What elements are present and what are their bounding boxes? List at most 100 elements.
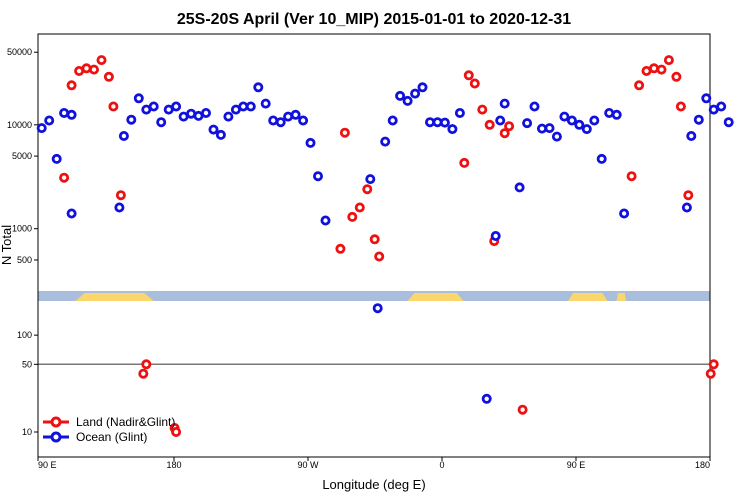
ocean-point — [312, 171, 323, 182]
ocean-point — [215, 129, 226, 140]
ocean-point — [298, 115, 309, 126]
ocean-point — [365, 174, 376, 185]
land-point — [362, 184, 373, 195]
ocean-point — [686, 130, 697, 141]
ocean-point — [44, 115, 55, 126]
ocean-point — [395, 90, 406, 101]
series-land — [59, 55, 719, 437]
land-point — [89, 64, 100, 75]
ocean-point — [529, 101, 540, 112]
ocean-point — [481, 393, 492, 404]
ocean-point — [380, 136, 391, 147]
x-axis-title: Longitude (deg E) — [322, 477, 425, 492]
x-axis: 90 E 180 90 W 0 90 E 180 — [37, 457, 711, 470]
y-tick-label: 10000 — [7, 120, 32, 130]
ocean-point — [701, 93, 712, 104]
ocean-point — [148, 101, 159, 112]
land-point — [96, 55, 107, 66]
ocean-point — [275, 117, 286, 128]
ocean-point — [589, 115, 600, 126]
y-tick-label: 10 — [22, 427, 32, 437]
ocean-point — [320, 215, 331, 226]
ocean-point — [596, 153, 607, 164]
land-point — [663, 55, 674, 66]
ocean-point — [36, 123, 47, 134]
ocean-point — [253, 82, 264, 93]
x-tick-label: 90 W — [297, 460, 319, 470]
land-point — [374, 251, 385, 262]
ocean-point — [305, 137, 316, 148]
ocean-point — [260, 98, 271, 109]
y-tick-label: 5000 — [12, 151, 32, 161]
ocean-point — [681, 202, 692, 213]
ocean-point — [245, 101, 256, 112]
ocean-point — [490, 230, 501, 241]
ocean-point — [372, 303, 383, 314]
ocean-point — [133, 93, 144, 104]
land-point — [108, 101, 119, 112]
ocean-point — [410, 88, 421, 99]
land-point — [459, 157, 470, 168]
x-tick-label: 180 — [695, 460, 710, 470]
land-point — [708, 359, 719, 370]
land-point — [683, 190, 694, 201]
ocean-point — [66, 208, 77, 219]
ocean-point — [118, 130, 129, 141]
land-point — [339, 127, 350, 138]
land-point — [138, 368, 149, 379]
land-point — [141, 359, 152, 370]
legend: Land (Nadir&Glint) Ocean (Glint) — [43, 415, 175, 444]
ocean-point — [387, 115, 398, 126]
ocean-point — [200, 108, 211, 119]
x-tick-label: 90 E — [38, 460, 57, 470]
ocean-point — [402, 95, 413, 106]
land-point — [671, 71, 682, 82]
ocean-point — [708, 104, 719, 115]
land-point — [626, 171, 637, 182]
land-point — [369, 234, 380, 245]
chart-title: 25S-20S April (Ver 10_MIP) 2015-01-01 to… — [177, 11, 571, 28]
legend-marker-land — [50, 416, 62, 428]
ocean-point — [604, 108, 615, 119]
ocean-point — [693, 114, 704, 125]
ocean-point — [171, 101, 182, 112]
x-tick-label: 0 — [439, 460, 444, 470]
series-ocean — [36, 82, 734, 404]
ocean-point — [439, 117, 450, 128]
land-point — [59, 172, 70, 183]
ocean-point — [514, 182, 525, 193]
land-point — [171, 426, 182, 437]
land-band-segment — [616, 293, 626, 301]
ocean-point — [156, 117, 167, 128]
y-tick-label: 100 — [17, 330, 32, 340]
x-tick-label: 180 — [166, 460, 181, 470]
land-point — [675, 101, 686, 112]
land-point — [463, 70, 474, 81]
land-point — [649, 63, 660, 74]
land-point — [335, 243, 346, 254]
land-point — [504, 121, 515, 132]
land-band-segment — [568, 293, 608, 301]
ocean-point — [611, 109, 622, 120]
ocean-point — [447, 124, 458, 135]
ocean-point — [499, 98, 510, 109]
land-point — [354, 202, 365, 213]
land-point — [103, 71, 114, 82]
ocean-point — [551, 131, 562, 142]
ocean-band — [38, 291, 710, 301]
y-axis: 500 1000 5000 10000 50000 10 50 100 — [7, 47, 38, 437]
ocean-point — [544, 123, 555, 134]
ocean-point — [454, 108, 465, 119]
ocean-point — [290, 109, 301, 120]
land-point — [499, 128, 510, 139]
land-point — [656, 64, 667, 75]
land-point — [634, 80, 645, 91]
ocean-point — [223, 111, 234, 122]
ocean-point — [716, 101, 727, 112]
data-points — [36, 55, 734, 437]
ocean-point — [581, 124, 592, 135]
ocean-point — [522, 118, 533, 129]
legend-label-land: Land (Nadir&Glint) — [76, 415, 175, 429]
plot-frame — [37, 33, 711, 458]
